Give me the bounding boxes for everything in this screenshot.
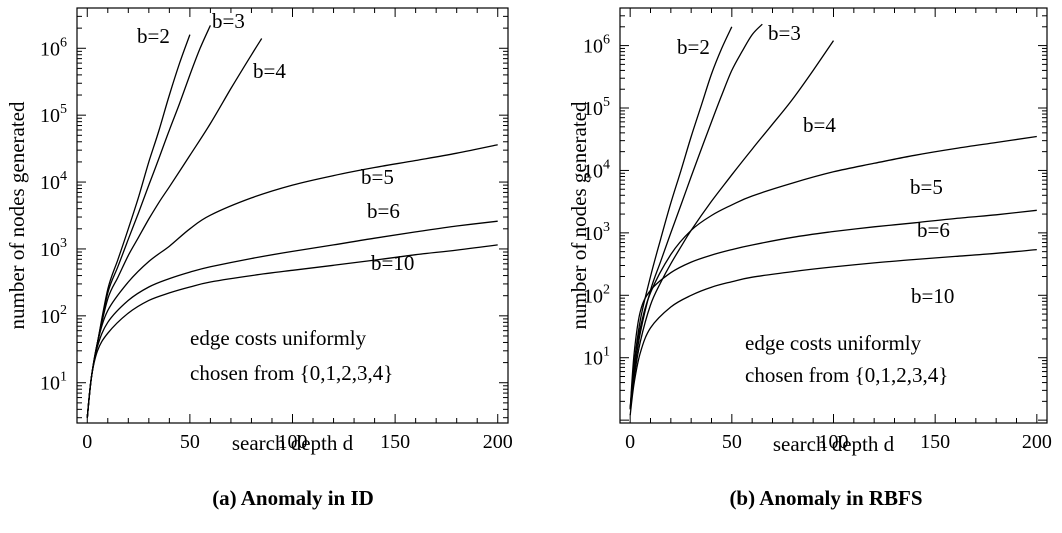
x-tick-label: 150 (920, 431, 950, 453)
series-line-b6 (86, 220, 498, 418)
series-label-b2: b=2 (137, 24, 170, 48)
y-tick-label: 103 (40, 236, 67, 261)
y-tick-label: 105 (583, 95, 610, 120)
y-tick-label: 105 (40, 102, 67, 127)
caption-b: (b) Anomaly in RBFS (729, 486, 922, 510)
x-tick-label: 200 (483, 431, 513, 453)
series-line-b3 (86, 25, 211, 418)
x-tick-label: 100 (278, 431, 308, 453)
series-line-b6 (629, 209, 1037, 410)
y-tick-label: 104 (583, 157, 610, 182)
series-line-b5 (86, 144, 498, 418)
series-line-b2 (629, 26, 733, 410)
series-label-b4: b=4 (253, 59, 286, 83)
series-label-b6: b=6 (367, 199, 400, 223)
y-tick-label: 102 (583, 282, 610, 307)
series-line-b10 (629, 248, 1037, 416)
y-tick-label: 106 (583, 33, 610, 58)
series-label-b6: b=6 (917, 218, 950, 242)
annotation-line2-a: chosen from {0,1,2,3,4} (190, 361, 393, 385)
series-label-b2: b=2 (677, 35, 710, 59)
series-line-b3 (629, 23, 763, 410)
x-tick-label: 100 (819, 431, 849, 453)
series-label-b4: b=4 (803, 113, 836, 137)
y-tick-label: 103 (583, 220, 610, 245)
x-ticks-b: 0 50 100 150 200 (625, 8, 1052, 453)
series-label-b3: b=3 (768, 21, 801, 45)
x-tick-label: 0 (82, 431, 92, 453)
x-tick-label: 50 (722, 431, 742, 453)
series-group-a: b=2 b=3 b=4 b=5 b=6 b=10 (86, 9, 498, 418)
annotation-line1-a: edge costs uniformly (190, 326, 367, 350)
annotation-line2-b: chosen from {0,1,2,3,4} (745, 363, 948, 387)
y-tick-label: 102 (40, 303, 67, 328)
series-group-b: b=2 b=3 b=4 b=5 b=6 b=10 (629, 21, 1037, 416)
series-label-b5: b=5 (910, 175, 943, 199)
series-line-b2 (86, 34, 191, 418)
x-tick-label: 50 (180, 431, 200, 453)
annotation-line1-b: edge costs uniformly (745, 331, 922, 355)
series-label-b10: b=10 (911, 284, 954, 308)
y-tick-label: 101 (40, 370, 67, 395)
series-line-b5 (629, 135, 1037, 410)
x-ticks-a: 0 50 100 150 200 (82, 8, 513, 453)
x-axis-label-b: search depth d (773, 432, 895, 456)
series-line-b10 (86, 244, 498, 418)
series-label-b5: b=5 (361, 165, 394, 189)
y-tick-label: 106 (40, 35, 67, 60)
x-tick-label: 0 (625, 431, 635, 453)
y-ticks-b: 101 102 103 104 105 106 (583, 7, 1047, 424)
y-ticks-a: 101 102 103 104 105 106 (40, 7, 508, 419)
series-label-b3: b=3 (212, 9, 245, 33)
series-label-b10: b=10 (371, 251, 414, 275)
y-axis-label-a: number of nodes generated (5, 101, 29, 329)
y-axis-label-b: number of nodes generated (567, 101, 591, 329)
y-tick-label: 104 (40, 169, 67, 194)
x-tick-label: 200 (1022, 431, 1052, 453)
x-axis-label-a: search depth d (232, 431, 354, 455)
y-tick-label: 101 (583, 345, 610, 370)
caption-a: (a) Anomaly in ID (212, 486, 374, 510)
x-tick-label: 150 (380, 431, 410, 453)
